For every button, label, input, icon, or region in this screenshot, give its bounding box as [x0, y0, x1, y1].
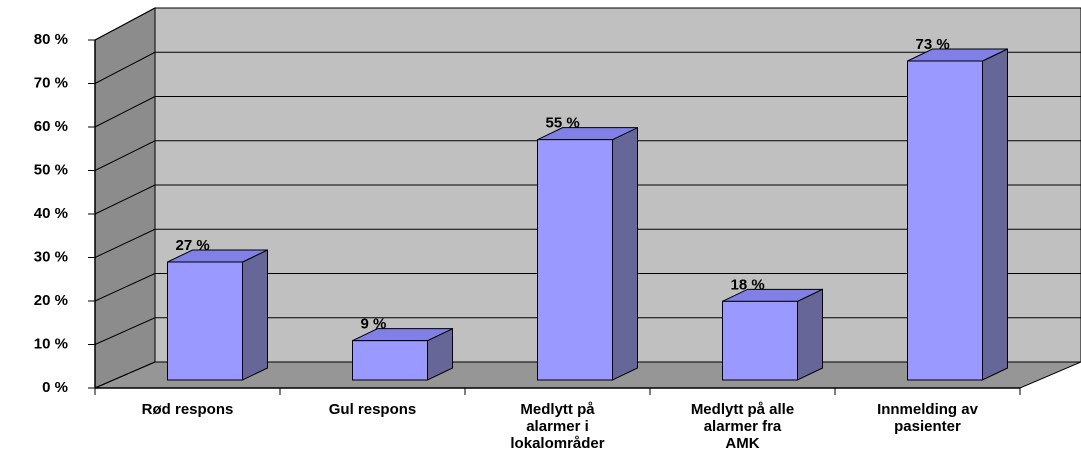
bar-side	[982, 48, 1008, 381]
y-tick-label: 50 %	[34, 161, 68, 178]
bar-front	[907, 60, 983, 381]
bar-side	[612, 126, 638, 381]
y-tick-label: 20 %	[34, 292, 68, 309]
value-label: 9 %	[361, 316, 387, 333]
bar-side	[242, 249, 268, 381]
grid-line	[94, 273, 156, 302]
x-tick-label: Medlytt på alarmer i lokalområder	[510, 401, 604, 452]
bar	[722, 288, 823, 381]
grid-line	[94, 317, 156, 345]
bar	[537, 126, 638, 381]
y-tick-label: 60 %	[34, 118, 68, 135]
value-label: 18 %	[731, 276, 765, 293]
grid-line	[94, 184, 156, 215]
value-label: 73 %	[916, 36, 950, 53]
grid-line	[94, 361, 156, 389]
grid-line	[94, 7, 156, 41]
bar-front	[537, 139, 613, 381]
y-tick-label: 30 %	[34, 248, 68, 265]
grid-line	[94, 140, 156, 171]
grid-line	[94, 96, 156, 128]
grid-line	[94, 51, 156, 84]
bar-side	[797, 288, 823, 381]
value-label: 55 %	[546, 115, 580, 132]
x-tick-label: Innmelding av pasienter	[877, 401, 979, 435]
bar-front	[722, 300, 798, 381]
y-tick-label: 70 %	[34, 74, 68, 91]
value-label: 27 %	[176, 237, 210, 254]
y-tick-label: 0 %	[42, 379, 68, 396]
bar	[352, 327, 453, 381]
y-tick-label: 10 %	[34, 335, 68, 352]
bar-front	[352, 340, 428, 381]
y-tick-label: 80 %	[34, 31, 68, 48]
bar-front	[167, 261, 243, 381]
y-tick-label: 40 %	[34, 205, 68, 222]
x-tick-label: Gul respons	[329, 401, 417, 418]
bar	[907, 48, 1008, 381]
bar	[167, 249, 268, 381]
grid-line	[94, 228, 156, 258]
x-tick-label: Rød respons	[142, 401, 234, 418]
x-tick-label: Medlytt på alle alarmer fra AMK	[691, 401, 794, 452]
